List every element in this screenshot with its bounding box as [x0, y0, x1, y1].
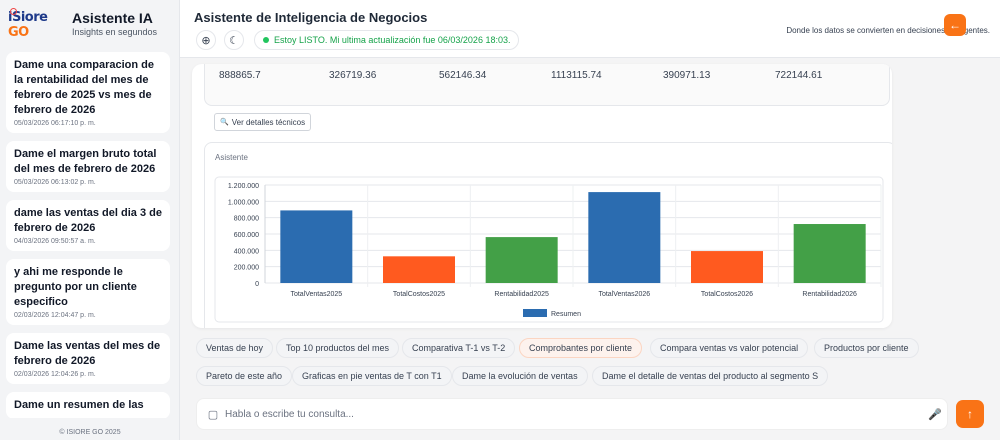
history-item[interactable]: y ahi me responde le pregunto por un cli…	[6, 259, 170, 325]
new-chat-button[interactable]: ⊕	[196, 30, 216, 50]
brand: iSiore GO Asistente IA Insights en segun…	[0, 0, 179, 46]
history-item[interactable]: Dame un resumen de las	[6, 392, 170, 418]
table-cell: 722144.61	[775, 70, 823, 81]
legend-label: Resumen	[551, 311, 581, 318]
history-item[interactable]: Dame las ventas del mes de febrero de 20…	[6, 333, 170, 384]
arrow-up-icon: ↑	[967, 407, 973, 421]
arrow-left-icon: ←	[949, 18, 961, 32]
y-tick-label: 0	[255, 281, 259, 288]
app-subtitle: Insights en segundos	[72, 26, 158, 37]
result-table: 888865.7 326719.36 562146.34 1113115.74 …	[204, 64, 890, 106]
suggestion-chip[interactable]: Ventas de hoy	[196, 338, 274, 358]
assistant-label: Asistente	[215, 153, 248, 162]
send-button[interactable]: ↑	[956, 400, 984, 428]
bar-totalventas2026	[588, 192, 661, 283]
suggestion-chip[interactable]: Dame el detalle de ventas del producto a…	[592, 366, 829, 386]
suggestion-chip[interactable]: Pareto de este año	[196, 366, 293, 386]
history-date: 02/03/2026 12:04:47 p. m.	[14, 312, 96, 319]
suggestion-chip[interactable]: Compara ventas vs valor potencial	[650, 338, 809, 358]
history-item[interactable]: Dame una comparacion de la rentabilidad …	[6, 52, 170, 133]
suggestion-chip[interactable]: Comparativa T-1 vs T-2	[402, 338, 516, 358]
chat-history: Dame una comparacion de la rentabilidad …	[6, 52, 170, 418]
y-tick-label: 200.000	[234, 265, 259, 272]
theme-toggle-button[interactable]: ☾	[224, 30, 244, 50]
page-title: Asistente de Inteligencia de Negocios	[194, 10, 428, 25]
suggestion-chip[interactable]: Productos por cliente	[814, 338, 919, 358]
bar-rentabilidad2025	[485, 237, 558, 283]
history-question: y ahi me responde le pregunto por un cli…	[14, 266, 137, 308]
x-tick-label: Rentabilidad2026	[802, 291, 857, 298]
x-tick-label: TotalVentas2025	[290, 291, 342, 298]
bar-totalcostos2025	[383, 256, 455, 283]
x-tick-label: TotalCostos2025	[393, 291, 445, 298]
x-tick-label: Rentabilidad2025	[494, 291, 549, 298]
history-date: 02/03/2026 12:04:26 p. m.	[14, 371, 96, 378]
y-tick-label: 400.000	[234, 248, 259, 255]
chat-area: 888865.7 326719.36 562146.34 1113115.74 …	[192, 64, 892, 328]
microphone-icon[interactable]: 🎤	[928, 408, 942, 421]
collapse-button[interactable]: ←	[944, 14, 966, 36]
table-cell: 390971.13	[663, 70, 711, 81]
app-title: Asistente IA	[72, 9, 153, 26]
legend-swatch	[523, 309, 547, 317]
query-input[interactable]	[225, 408, 923, 420]
history-item[interactable]: Dame el margen bruto total del mes de fe…	[6, 141, 170, 192]
technical-details-label: Ver detalles técnicos	[231, 117, 306, 127]
bar-chart: 0 200.000 400.000 600.000 800.000 1.000.000 1.…	[214, 176, 884, 323]
assistant-response-card: Asistente 0 200.000 400.000 600.000 800.000 1…	[204, 142, 892, 328]
suggestion-chip[interactable]: Top 10 productos del mes	[276, 338, 400, 358]
bar-totalcostos2026	[691, 251, 763, 283]
history-question: Dame el margen bruto total del mes de fe…	[14, 148, 157, 175]
query-input-bar: ▢ 🎤	[196, 398, 948, 430]
status-badge: Estoy LISTO. Mi ultima actualización fue…	[254, 30, 520, 50]
x-tick-label: TotalCostos2026	[701, 291, 753, 298]
sidebar: iSiore GO Asistente IA Insights en segun…	[0, 0, 180, 440]
chat-bubble-icon: ▢	[207, 408, 219, 421]
history-item[interactable]: dame las ventas del dia 3 de febrero de …	[6, 200, 170, 251]
bar-rentabilidad2026	[793, 224, 866, 283]
x-tick-label: TotalVentas2026	[598, 291, 650, 298]
table-cell: 326719.36	[329, 70, 377, 81]
suggestion-chip[interactable]: Comprobantes por cliente	[519, 338, 643, 358]
header: Asistente de Inteligencia de Negocios ⊕ …	[180, 0, 1000, 58]
moon-icon: ☾	[229, 34, 239, 47]
magnifier-icon: 🔍	[220, 119, 229, 126]
table-cell: 1113115.74	[551, 70, 602, 81]
status-text: Estoy LISTO. Mi ultima actualización fue…	[274, 35, 511, 45]
technical-details-button[interactable]: 🔍 Ver detalles técnicos	[214, 113, 312, 131]
isiore-logo: iSiore GO	[8, 8, 48, 40]
history-question: Dame un resumen de las	[14, 399, 144, 411]
history-question: dame las ventas del dia 3 de febrero de …	[14, 207, 162, 234]
status-dot-icon	[263, 37, 269, 43]
history-date: 05/03/2026 06:13:02 p. m.	[14, 179, 96, 186]
chart-frame	[214, 176, 884, 323]
table-cell: 888865.7	[219, 70, 261, 81]
history-question: Dame una comparacion de la rentabilidad …	[14, 59, 154, 116]
history-date: 04/03/2026 09:50:57 a. m.	[14, 238, 96, 245]
bar-totalventas2025	[280, 210, 353, 283]
y-tick-label: 800.000	[234, 216, 259, 223]
tagline: Donde los datos se convierten en decisio…	[786, 26, 990, 35]
y-tick-label: 600.000	[234, 232, 259, 239]
history-date: 05/03/2026 06:17:10 p. m.	[14, 120, 96, 127]
copyright: © ISIORE GO 2025	[59, 429, 121, 436]
y-tick-label: 1.200.000	[228, 183, 259, 190]
suggestion-chip[interactable]: Dame la evolución de ventas	[452, 366, 588, 386]
table-cell: 562146.34	[439, 70, 487, 81]
history-question: Dame las ventas del mes de febrero de 20…	[14, 340, 161, 367]
suggestion-chip[interactable]: Graficas en pie ventas de T con T1	[292, 366, 452, 386]
y-tick-label: 1.000.000	[228, 199, 259, 206]
plus-circle-icon: ⊕	[201, 34, 211, 47]
